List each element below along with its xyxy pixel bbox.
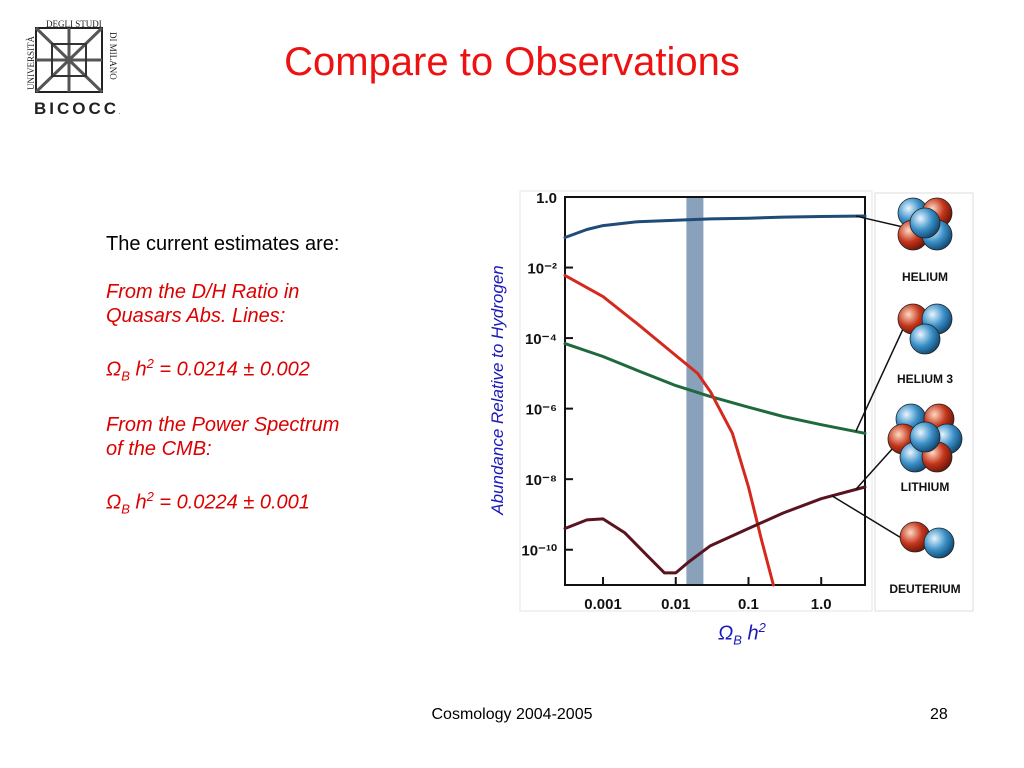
cmb-value-text: = 0.0224 ± 0.001 <box>159 491 310 514</box>
helium-label: HELIUM <box>902 270 948 284</box>
helium3-curve <box>563 342 867 435</box>
y-tick-label: 10⁻² <box>527 261 557 278</box>
dh-omega-symbol: Ω <box>106 358 122 381</box>
deuterium-label: DEUTERIUM <box>889 582 960 596</box>
x-axis-h: h <box>747 622 759 645</box>
cmb-heading: From the Power Spectrum of the CMB: <box>106 413 446 461</box>
dh-value-text: = 0.0214 ± 0.002 <box>159 358 310 381</box>
y-tick-label: 10⁻¹⁰ <box>521 543 557 560</box>
helium-nucleon <box>909 207 941 239</box>
x-tick-label: 1.0 <box>811 596 832 613</box>
page-number: 28 <box>930 706 948 723</box>
helium3-label: HELIUM 3 <box>897 372 953 386</box>
dh-heading: From the D/H Ratio in Quasars Abs. Lines… <box>106 280 446 328</box>
lithium-curve <box>563 485 867 575</box>
logo-emblem <box>34 26 104 94</box>
x-axis-omega-sub: B <box>733 632 742 648</box>
logo-inner-square <box>51 43 87 77</box>
cmb-h-sup: 2 <box>146 488 154 504</box>
dh-value: ΩB h2 = 0.0214 ± 0.002 <box>106 352 446 389</box>
cmb-value: ΩB h2 = 0.0224 ± 0.001 <box>106 485 446 522</box>
cmb-heading-line-1: From the Power Spectrum <box>106 413 340 436</box>
plot-frame <box>564 196 866 586</box>
lithium-nucleon <box>909 421 941 453</box>
dh-heading-line-1: From the D/H Ratio in <box>106 281 300 303</box>
logo-text-top: DEGLI STUDI <box>46 20 102 29</box>
x-tick-label: 0.1 <box>738 596 759 613</box>
y-tick-label: 10⁻⁶ <box>525 402 557 419</box>
deuterium-curve <box>563 273 775 587</box>
helium3-connector <box>855 328 904 432</box>
lithium-label: LITHIUM <box>901 480 950 494</box>
intro-text: The current estimates are: <box>106 233 340 255</box>
y-tick-label: 10⁻⁸ <box>525 472 557 489</box>
cmb-omega-sub: B <box>121 501 130 517</box>
logo-text-left: UNIVERSITÀ <box>26 36 36 90</box>
cmb-heading-line-2: of the CMB: <box>106 437 212 460</box>
helium3-nucleon <box>909 323 941 355</box>
abundance-chart: 1.0 10⁻² 10⁻⁴ 10⁻⁶ 10⁻⁸ 10⁻¹⁰ 0.001 0.01 0.1 1.0 H… <box>519 190 974 613</box>
dh-omega-sub: B <box>121 368 130 384</box>
deuterium-connector <box>831 495 904 540</box>
helium-curve <box>563 214 867 239</box>
y-axis-label: Abundance Relative to Hydrogen <box>488 265 507 515</box>
footer-course: Cosmology 2004-2005 <box>431 706 593 723</box>
y-tick-label: 1.0 <box>536 190 557 207</box>
logo-text-bottom: BICOCCA <box>34 99 120 118</box>
x-axis-omega-symbol: Ω <box>718 622 734 645</box>
x-tick-label: 0.001 <box>584 596 622 613</box>
logo-text-right: DI MILANO <box>108 32 118 80</box>
x-axis-h-sup: 2 <box>758 620 766 635</box>
x-tick-label: 0.01 <box>661 596 690 613</box>
university-logo: UNIVERSITÀ DEGLI STUDI DI MILANO BICOCCA <box>26 20 120 118</box>
slide-title: Compare to Observations <box>284 40 740 84</box>
helium-connector <box>855 215 904 228</box>
dh-h-sup: 2 <box>146 356 154 371</box>
y-tick-label: 10⁻⁴ <box>525 331 557 348</box>
cmb-h: h <box>135 491 147 514</box>
deuterium-nucleon <box>923 527 955 559</box>
x-axis-label: ΩB h2 <box>718 620 766 648</box>
cmb-omega-symbol: Ω <box>106 491 122 514</box>
dh-h: h <box>135 358 147 381</box>
dh-heading-line-2: Quasars Abs. Lines: <box>106 305 286 327</box>
body-text: The current estimates are: From the D/H … <box>106 232 446 545</box>
y-axis-label-wrap: Abundance Relative to Hydrogen <box>486 240 510 540</box>
